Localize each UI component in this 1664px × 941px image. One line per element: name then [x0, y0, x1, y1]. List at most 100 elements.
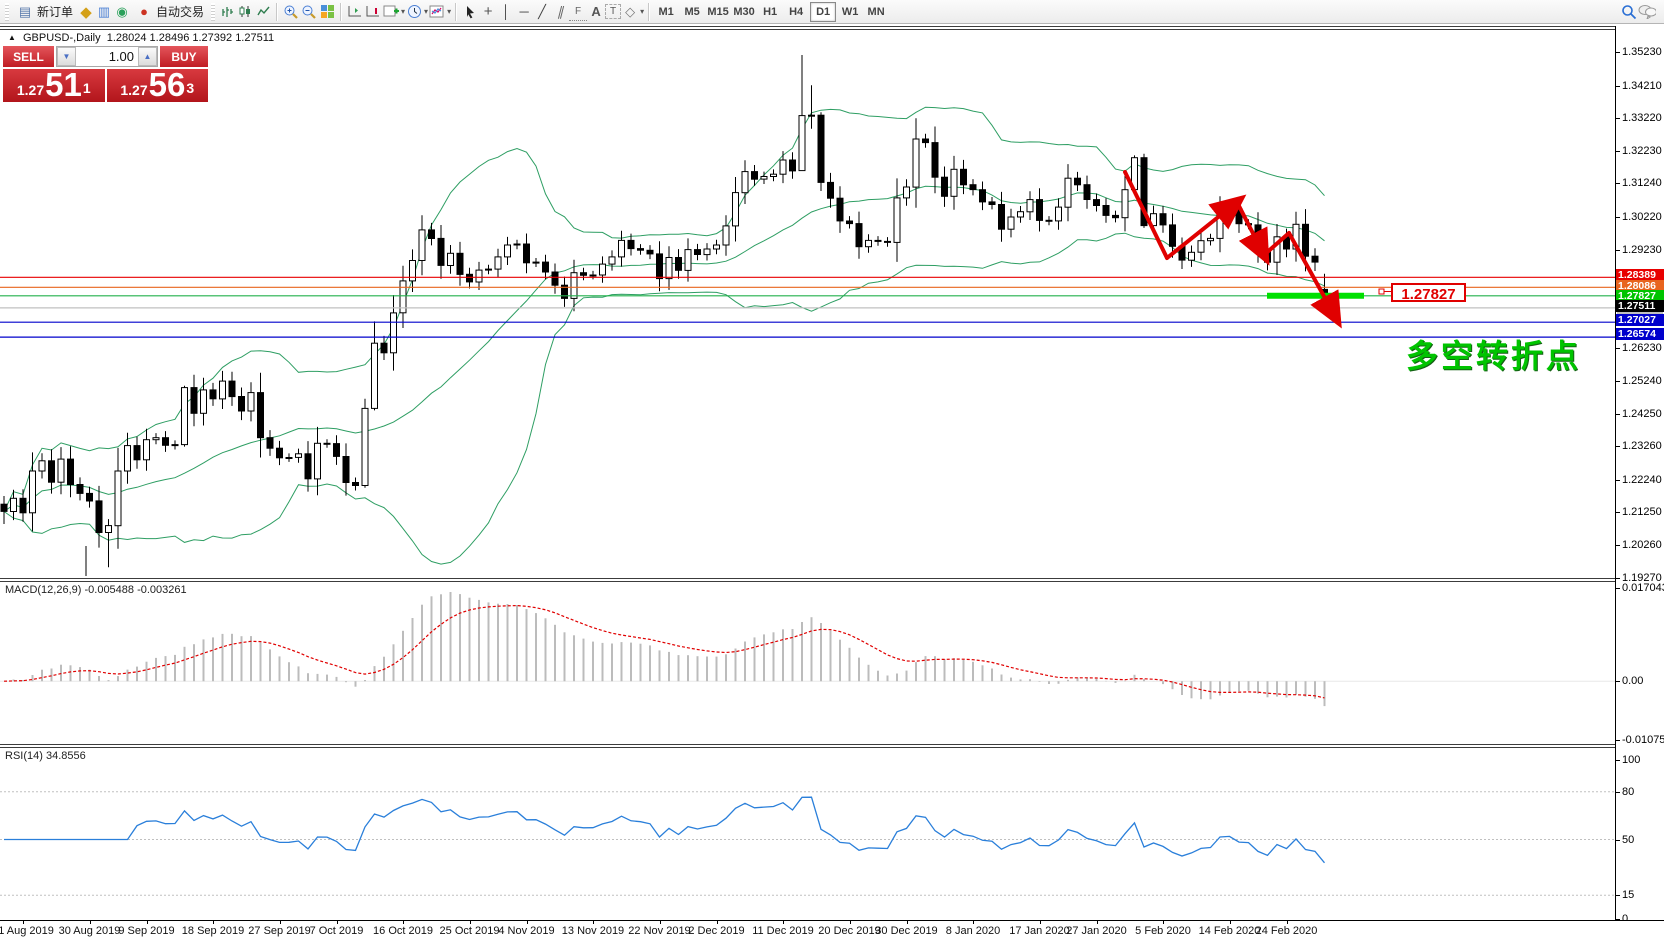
annotation-text[interactable]: 多空转折点	[1406, 338, 1582, 374]
panel-separator-macd[interactable]	[0, 578, 1664, 582]
buy-price[interactable]: 1.27 56 3	[106, 68, 208, 102]
volume-increase-button[interactable]: ▲	[138, 47, 157, 66]
periods-icon[interactable]	[405, 3, 423, 21]
toolbar-separator	[455, 2, 458, 21]
axis-tick	[1616, 740, 1620, 741]
toolbar-grip[interactable]	[5, 2, 9, 21]
axis-tick	[1616, 479, 1620, 481]
date-label: 24 Feb 2020	[1255, 925, 1318, 937]
axis-label: 100	[1622, 754, 1641, 766]
axis-tick	[1616, 919, 1620, 920]
shapes-dropdown-arrow[interactable]: ▾	[640, 7, 645, 16]
tile-windows-icon[interactable]	[318, 3, 336, 21]
date-label: 20 Dec 2019	[818, 925, 881, 937]
panel-separator-rsi[interactable]	[0, 744, 1664, 748]
date-label: 2 Dec 2019	[688, 925, 745, 937]
macd-label: MACD(12,26,9) -0.005488 -0.003261	[5, 584, 187, 596]
candlestick-chart-icon[interactable]	[236, 3, 254, 21]
indicators-dropdown-arrow[interactable]: ▾	[401, 7, 406, 16]
line-chart-icon[interactable]	[254, 3, 272, 21]
rsi-name: RSI(14)	[5, 750, 43, 762]
macd-canvas[interactable]	[0, 582, 1615, 744]
axis-label: 1.26230	[1622, 342, 1662, 355]
crosshair-icon[interactable]: +	[483, 3, 493, 20]
vertical-line-icon[interactable]: │	[502, 4, 511, 19]
sell-price-big: 51	[45, 66, 82, 103]
timeframe-button-D1[interactable]: D1	[810, 1, 837, 22]
timeframe-button-M15[interactable]: M15	[707, 5, 729, 18]
panel-separator-top[interactable]	[0, 26, 1664, 30]
trendline-icon[interactable]: ╱	[538, 3, 546, 19]
sell-button[interactable]: SELL	[3, 46, 54, 67]
macd-values: -0.005488 -0.003261	[84, 584, 187, 596]
signals-icon[interactable]: ◉	[116, 3, 128, 19]
collapse-triangle-icon[interactable]: ▲	[8, 33, 16, 42]
date-label: 17 Jan 2020	[1009, 925, 1070, 937]
horizontal-line-icon[interactable]: ─	[519, 4, 529, 19]
timeframe-button-H1[interactable]: H1	[763, 5, 778, 18]
volume-field[interactable]: 1.00	[108, 49, 134, 64]
zoom-in-icon[interactable]	[282, 3, 300, 21]
channel-icon[interactable]: ∥	[556, 3, 564, 19]
axis-label: 0	[1622, 913, 1629, 925]
search-icon[interactable]	[1620, 3, 1638, 21]
hidden-price-tag	[1617, 311, 1663, 316]
sell-price[interactable]: 1.27 51 1	[3, 66, 105, 103]
axis-label: 1.33220	[1622, 112, 1662, 125]
indicators-icon[interactable]	[382, 3, 400, 21]
shapes-icon[interactable]: ◇	[625, 3, 636, 19]
timeframe-button-M1[interactable]: M1	[658, 5, 674, 18]
chat-icon[interactable]	[1638, 3, 1656, 21]
text-icon[interactable]: A	[591, 4, 601, 19]
date-tick	[526, 921, 528, 924]
main-chart-canvas[interactable]	[0, 30, 1615, 578]
date-tick	[1286, 921, 1288, 924]
axis-label: 1.25240	[1622, 375, 1662, 388]
toolbar-grip[interactable]	[211, 2, 216, 21]
timeframe-button-W1[interactable]: W1	[841, 5, 859, 18]
cursor-icon[interactable]	[461, 3, 479, 21]
auto-scroll-icon[interactable]	[346, 3, 364, 21]
zoom-out-icon[interactable]	[300, 3, 318, 21]
timeframe-button-M30[interactable]: M30	[733, 5, 755, 18]
autotrading-button[interactable]: ● 自动交易	[131, 1, 208, 23]
price-callout[interactable]: 1.27827	[1391, 283, 1466, 303]
date-label: 27 Sep 2019	[248, 925, 311, 937]
date-tick	[1229, 921, 1231, 924]
chart-shift-icon[interactable]	[364, 3, 382, 21]
axis-label: 1.19270	[1622, 571, 1662, 584]
price-tag-1.26574: 1.26574	[1616, 328, 1664, 340]
timeframe-button-MN[interactable]: MN	[867, 5, 885, 18]
label-icon[interactable]: T	[605, 4, 622, 19]
axis-tick	[1616, 588, 1620, 589]
axis-label: 1.23260	[1622, 440, 1662, 453]
periods-dropdown-arrow[interactable]: ▾	[424, 7, 429, 16]
timeframe-button-M5[interactable]: M5	[684, 5, 700, 18]
toolbar: ▤ 新订单 ◆ ▥ ◉ ● 自动交易 ▾ ▾ ▾ + │ ─ ╱ ∥ F A T	[0, 0, 1664, 24]
data-window-icon[interactable]: ▥	[97, 3, 111, 19]
volume-decrease-button[interactable]: ▼	[57, 47, 76, 66]
new-order-button[interactable]: ▤ 新订单	[12, 1, 77, 23]
date-label: 14 Feb 2020	[1198, 925, 1261, 937]
timeframe-button-H4[interactable]: H4	[789, 5, 804, 18]
price-tag-1.27511: 1.27511	[1616, 300, 1664, 312]
rsi-canvas[interactable]	[0, 748, 1615, 920]
price-tag-1.28086: 1.28086	[1616, 280, 1664, 292]
fibonacci-icon[interactable]: F	[569, 2, 588, 21]
profiles-icon[interactable]: ◆	[80, 3, 92, 21]
bar-chart-icon[interactable]	[218, 3, 236, 21]
buy-button[interactable]: BUY	[160, 46, 208, 67]
date-tick	[716, 921, 718, 924]
price-axis[interactable]: 1.35230 1.34210 1.33220 1.32230 1.31240 1.302…	[1615, 26, 1664, 925]
axis-tick	[1616, 895, 1620, 897]
templates-icon[interactable]	[428, 3, 446, 21]
axis-tick	[1616, 791, 1620, 793]
date-tick	[213, 921, 214, 924]
macd-name: MACD(12,26,9)	[5, 584, 82, 596]
axis-label: 50	[1622, 833, 1635, 846]
templates-dropdown-arrow[interactable]: ▾	[447, 7, 452, 16]
buy-price-small: 1.27	[120, 82, 148, 98]
rsi-label: RSI(14) 34.8556	[5, 750, 86, 762]
axis-tick	[1616, 545, 1620, 547]
